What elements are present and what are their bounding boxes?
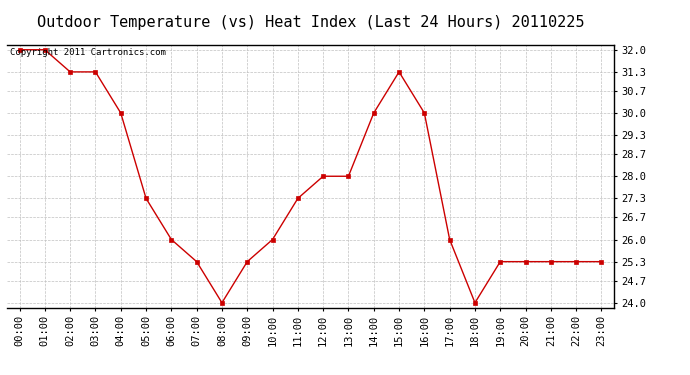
Text: Copyright 2011 Cartronics.com: Copyright 2011 Cartronics.com [10, 48, 166, 57]
Text: Outdoor Temperature (vs) Heat Index (Last 24 Hours) 20110225: Outdoor Temperature (vs) Heat Index (Las… [37, 15, 584, 30]
